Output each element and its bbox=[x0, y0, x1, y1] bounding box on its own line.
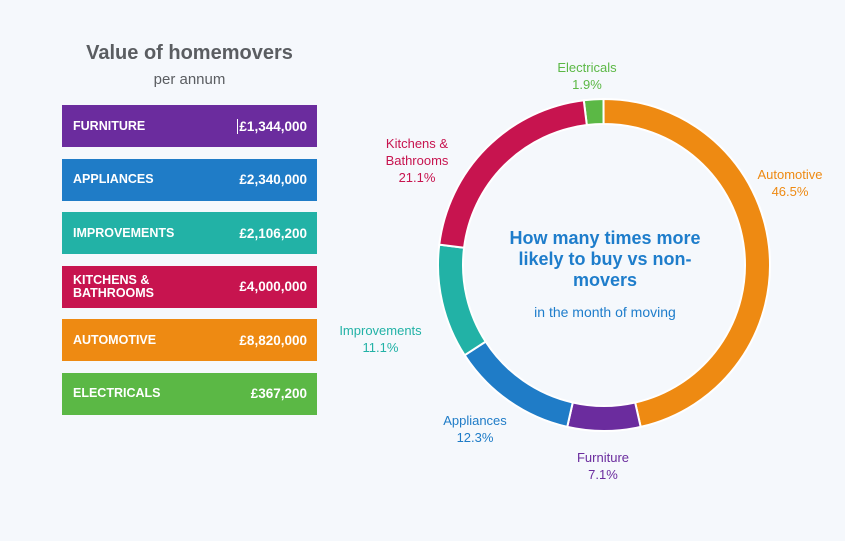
bar-label: KITCHENS & BATHROOMS bbox=[73, 272, 155, 300]
bar-label: AUTOMOTIVE bbox=[73, 332, 157, 347]
bar-value: £1,344,000 bbox=[237, 118, 307, 134]
bar-label: FURNITURE bbox=[73, 118, 146, 133]
slice-name: Electricals bbox=[557, 60, 617, 75]
slice-value: 46.5% bbox=[771, 184, 809, 199]
bar-label: ELECTRICALS bbox=[73, 386, 161, 400]
bar-automotive: AUTOMOTIVE £8,820,000 bbox=[62, 319, 317, 361]
left-panel-title: Value of homemovers bbox=[86, 42, 293, 64]
slice-name: Furniture bbox=[576, 450, 630, 465]
slice-label-improvements: Improvements 11.1% bbox=[318, 322, 443, 356]
slice-label-furniture: Furniture 7.1% bbox=[553, 449, 653, 483]
bar-electricals: ELECTRICALS £367,200 bbox=[62, 372, 317, 415]
slice-name: Kitchens & Bathrooms bbox=[385, 136, 449, 168]
slice-value: 7.1% bbox=[588, 467, 618, 482]
bar-value: £2,106,200 bbox=[239, 225, 307, 241]
chart-subtitle: in the month of moving bbox=[534, 304, 676, 320]
slice-value: 1.9% bbox=[572, 77, 602, 92]
donut-slice-kitchens-bathrooms bbox=[438, 99, 588, 249]
slice-value: 12.3% bbox=[456, 430, 494, 445]
bar-improvements: IMPROVEMENTS £2,106,200 bbox=[62, 212, 317, 254]
slice-name: Appliances bbox=[443, 413, 507, 428]
slice-label-automotive: Automotive 46.5% bbox=[738, 166, 842, 200]
bar-label: IMPROVEMENTS bbox=[73, 225, 175, 240]
slice-value: 11.1% bbox=[362, 340, 399, 355]
slice-value: 21.1% bbox=[398, 170, 436, 185]
bar-value: £8,820,000 bbox=[239, 332, 307, 348]
bar-value: £2,340,000 bbox=[239, 172, 307, 187]
slice-name: Improvements bbox=[339, 323, 422, 338]
bar-value: £367,200 bbox=[250, 386, 307, 401]
donut-center-text: How many times more likely to buy vs non… bbox=[494, 228, 716, 320]
slice-name: Automotive bbox=[757, 167, 823, 182]
bar-appliances: APPLIANCES £2,340,000 bbox=[62, 158, 317, 201]
value-bars: FURNITURE £1,344,000 APPLIANCES £2,340,0… bbox=[62, 105, 317, 426]
slice-label-appliances: Appliances 12.3% bbox=[420, 412, 530, 446]
bar-label: APPLIANCES bbox=[73, 172, 154, 186]
slice-label-kitchens-bathrooms: Kitchens & Bathrooms 21.1% bbox=[357, 135, 477, 186]
donut-slice-furniture bbox=[566, 401, 642, 432]
bar-value: £4,000,000 bbox=[239, 279, 307, 294]
left-panel-subtitle: per annum bbox=[153, 71, 226, 88]
bar-kitchens-bathrooms: KITCHENS & BATHROOMS £4,000,000 bbox=[62, 265, 317, 308]
bar-furniture: FURNITURE £1,344,000 bbox=[62, 105, 317, 147]
slice-label-electricals: Electricals 1.9% bbox=[532, 59, 642, 93]
chart-title: How many times more likely to buy vs non… bbox=[509, 228, 701, 290]
donut-slice-improvements bbox=[437, 243, 488, 357]
